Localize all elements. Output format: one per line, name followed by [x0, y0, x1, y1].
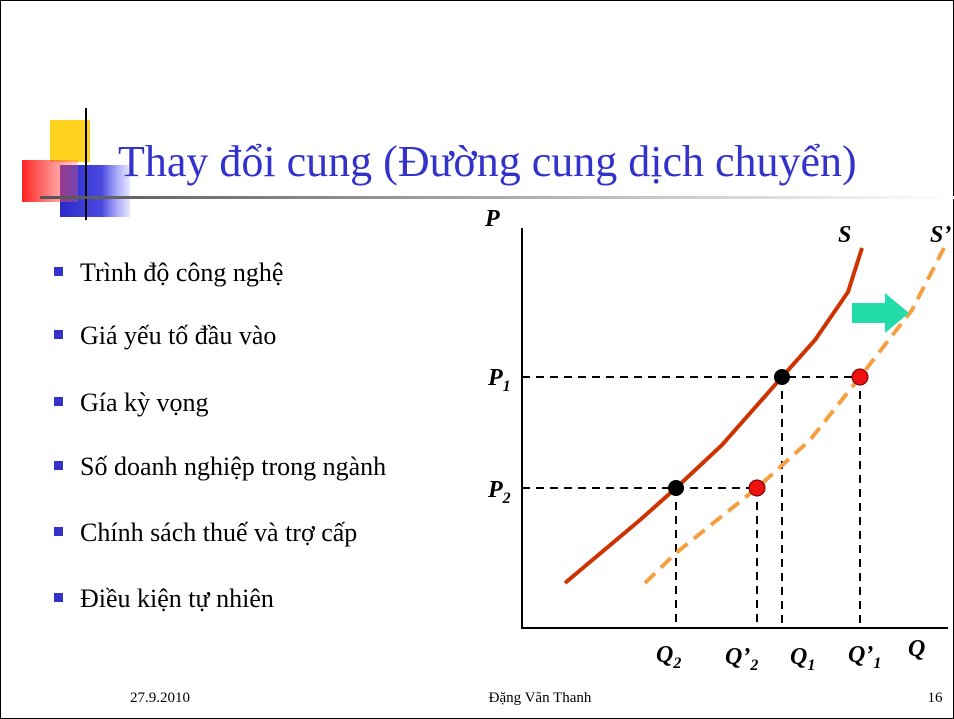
footer-page: 16: [928, 690, 944, 706]
quantity-label: Q2: [656, 642, 681, 672]
curve-label: S: [838, 222, 851, 248]
x-axis-label: Q: [908, 636, 925, 662]
bullet-marker: [54, 267, 63, 276]
bullet-text: Điều kiện tự nhiên: [80, 584, 274, 613]
bullet-marker: [54, 461, 63, 470]
footer-author: Đặng Văn Thanh: [489, 690, 592, 706]
point: [748, 479, 766, 497]
point: [851, 368, 869, 386]
footer-date: 27.9.2010: [130, 690, 190, 706]
y-axis-label: P: [484, 206, 500, 232]
shifted-supply-curve: [643, 247, 946, 585]
bullet-text: Giá yếu tố đầu vào: [80, 321, 276, 350]
deco-red: [22, 160, 78, 202]
supply-curve: [563, 247, 864, 585]
quantity-label: Q’2: [725, 644, 758, 674]
quantity-label: Q1: [790, 644, 815, 674]
point: [774, 369, 790, 385]
bullet-text: Trình độ công nghệ: [80, 258, 283, 287]
quantity-label: Q’1: [848, 642, 881, 672]
title-rule: [40, 196, 954, 199]
point: [668, 480, 684, 496]
bullet-marker: [54, 397, 63, 406]
price-label: P2: [487, 477, 511, 507]
price-label: P1: [487, 365, 511, 395]
curve-label: S’: [930, 222, 951, 248]
bullet-text: Chính sách thuế và trợ cấp: [80, 518, 357, 547]
bullet-marker: [54, 527, 63, 536]
bullet-text: Gía kỳ vọng: [80, 388, 209, 417]
deco-yellow: [50, 120, 90, 162]
bullet-marker: [54, 593, 63, 602]
shift-arrow: [852, 293, 909, 333]
diagram: P Q S S’ P1 P2 Q2 Q’2 Q1 Q’1: [484, 206, 951, 674]
bullet-marker: [54, 330, 63, 339]
title: Thay đổi cung (Đường cung dịch chuyển): [118, 137, 857, 186]
bullet-text: Số doanh nghiệp trong ngành: [80, 452, 386, 481]
